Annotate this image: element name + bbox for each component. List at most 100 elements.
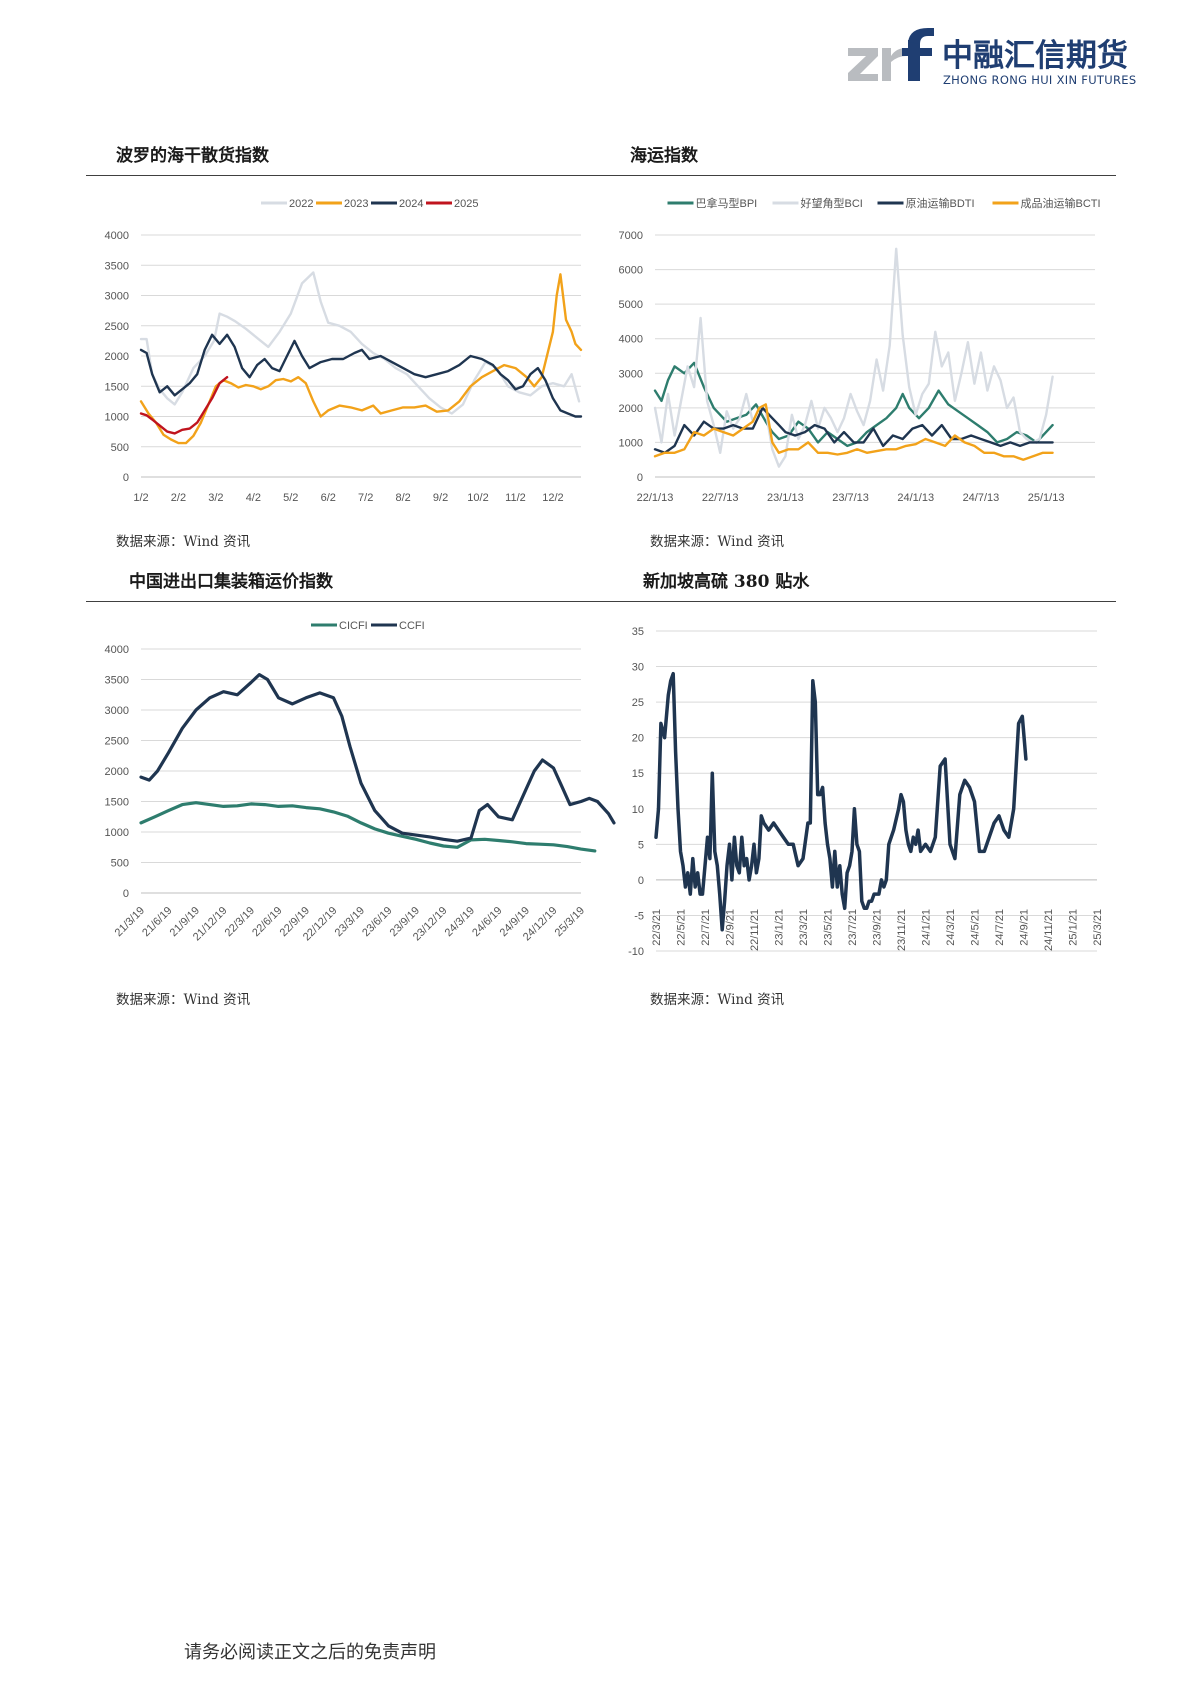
series-line — [139, 333, 583, 418]
x-tick-label: 24/3/21 — [945, 909, 957, 946]
x-tick-label: 23/11/21 — [896, 909, 908, 951]
x-tick-label: 22/7/21 — [700, 909, 712, 946]
y-tick-label: 0 — [638, 875, 644, 887]
x-tick-label: 24/9/21 — [1019, 909, 1031, 946]
y-tick-label: 500 — [111, 858, 129, 870]
legend-label: 2024 — [399, 198, 423, 210]
source-note-spread: 数据来源：Wind 资讯 — [650, 992, 785, 1008]
y-tick-label: 6000 — [619, 265, 643, 277]
legend-label: CICFI — [339, 620, 368, 632]
x-tick-label: 10/2 — [467, 492, 488, 504]
series-line — [139, 273, 583, 445]
x-tick-label: 22/11/21 — [749, 909, 761, 951]
y-tick-label: 500 — [111, 442, 129, 454]
x-tick-label: 12/2 — [542, 492, 563, 504]
zrf-logo-icon — [848, 28, 934, 81]
x-tick-label: 22/9/21 — [725, 909, 737, 946]
x-tick-label: 1/2 — [133, 492, 148, 504]
shipping-chart-title: 海运指数 — [630, 146, 698, 166]
x-tick-label: 24/7/21 — [994, 909, 1006, 946]
series-line — [653, 247, 1054, 468]
x-tick-label: 23/1/21 — [774, 909, 786, 946]
y-tick-label: 1500 — [105, 381, 129, 393]
y-tick-label: 4000 — [619, 334, 643, 346]
x-tick-label: 6/2 — [321, 492, 336, 504]
source-note-shipping: 数据来源：Wind 资讯 — [650, 534, 785, 550]
container-chart: 0500100015002000250030003500400021/3/192… — [105, 620, 616, 943]
y-tick-label: -10 — [628, 946, 644, 958]
y-tick-label: 2500 — [105, 321, 129, 333]
legend-label: 2022 — [289, 198, 313, 210]
y-tick-label: 10 — [632, 804, 644, 816]
company-name-en: ZHONG RONG HUI XIN FUTURES — [943, 73, 1137, 87]
y-tick-label: 3000 — [105, 291, 129, 303]
legend-label: 好望角型BCI — [801, 196, 863, 210]
y-tick-label: -5 — [634, 910, 644, 922]
legend-label: 2023 — [344, 198, 368, 210]
y-tick-label: 5000 — [619, 299, 643, 311]
y-tick-label: 2000 — [619, 403, 643, 415]
y-tick-label: 35 — [632, 626, 644, 638]
x-tick-label: 24/6/19 — [470, 905, 504, 939]
x-tick-label: 22/5/21 — [676, 909, 688, 946]
series-line — [654, 671, 1028, 932]
y-tick-label: 30 — [632, 662, 644, 674]
spread-chart-title: 新加坡高硫 380 贴水 — [643, 572, 810, 592]
legend-label: 原油运输BDTI — [906, 196, 975, 210]
legend-label: 巴拿马型BPI — [696, 196, 758, 210]
x-tick-label: 23/5/21 — [823, 909, 835, 946]
y-tick-label: 1000 — [105, 827, 129, 839]
source-note-container: 数据来源：Wind 资讯 — [116, 992, 251, 1008]
x-tick-label: 21/3/19 — [113, 905, 147, 939]
x-tick-label: 24/1/13 — [897, 492, 934, 504]
x-tick-label: 23/7/13 — [832, 492, 869, 504]
x-tick-label: 24/1/21 — [921, 909, 933, 946]
y-tick-label: 0 — [123, 888, 129, 900]
bdi-chart-title: 波罗的海干散货指数 — [116, 146, 269, 166]
y-tick-label: 25 — [632, 697, 644, 709]
company-name-cn: 中融汇信期货 — [942, 38, 1128, 74]
x-tick-label: 22/6/19 — [250, 905, 284, 939]
x-tick-label: 2/2 — [171, 492, 186, 504]
y-tick-label: 0 — [123, 472, 129, 484]
x-tick-label: 23/1/13 — [767, 492, 804, 504]
y-tick-label: 3000 — [105, 705, 129, 717]
y-tick-label: 3500 — [105, 260, 129, 272]
spread-chart: -10 -5 0 5 10 15 20 25 30 35 22/3/21 22/5/21 22/7/21… — [628, 626, 1104, 958]
x-tick-label: 24/7/13 — [963, 492, 1000, 504]
x-tick-label: 3/2 — [208, 492, 223, 504]
series-line — [139, 801, 597, 853]
y-tick-label: 7000 — [619, 230, 643, 242]
y-tick-label: 15 — [632, 768, 644, 780]
x-tick-label: 23/3/19 — [333, 905, 367, 939]
x-tick-label: 22/3/19 — [223, 905, 257, 939]
x-tick-label: 8/2 — [395, 492, 410, 504]
y-tick-label: 3000 — [619, 368, 643, 380]
y-tick-label: 2000 — [105, 766, 129, 778]
x-tick-label: 25/1/21 — [1068, 909, 1080, 946]
x-tick-label: 7/2 — [358, 492, 373, 504]
x-tick-label: 24/11/21 — [1043, 909, 1055, 951]
section-divider-middle — [86, 601, 1116, 602]
series-line — [653, 406, 1054, 454]
x-tick-label: 25/3/19 — [553, 905, 587, 939]
x-tick-label: 23/9/21 — [872, 909, 884, 946]
y-tick-label: 0 — [637, 472, 643, 484]
series-line — [139, 271, 581, 415]
bdi-chart: 0 500 1000 1500 2000 2500 3000 3500 4000 1/2 2/2 3/… — [105, 198, 583, 504]
series-line — [653, 361, 1054, 448]
x-tick-label: 9/2 — [433, 492, 448, 504]
y-tick-label: 4000 — [105, 230, 129, 242]
y-tick-label: 2000 — [105, 351, 129, 363]
x-tick-label: 21/6/19 — [140, 905, 174, 939]
x-tick-label: 22/7/13 — [702, 492, 739, 504]
legend-label: 成品油运输BCTI — [1021, 196, 1101, 210]
series-line — [139, 672, 616, 843]
x-tick-label: 5/2 — [283, 492, 298, 504]
disclaimer-footer: 请务必阅读正文之后的免责声明 — [184, 1642, 436, 1663]
x-tick-label: 23/3/21 — [798, 909, 810, 946]
y-tick-label: 2500 — [105, 736, 129, 748]
x-tick-label: 24/5/21 — [970, 909, 982, 946]
container-chart-title: 中国进出口集装箱运价指数 — [129, 572, 333, 592]
y-tick-label: 1000 — [619, 437, 643, 449]
